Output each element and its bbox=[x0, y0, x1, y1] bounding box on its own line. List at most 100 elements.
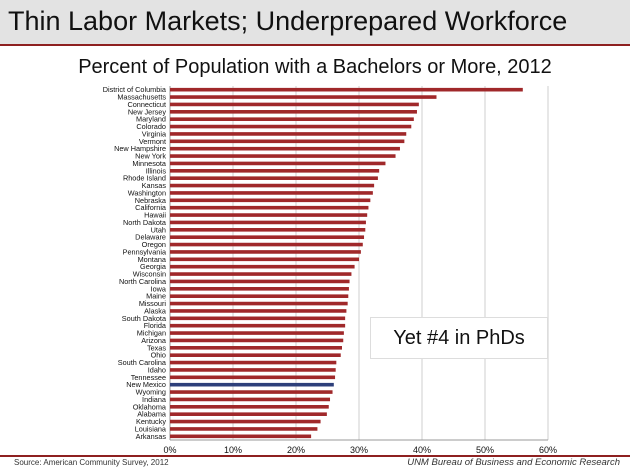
bar bbox=[170, 323, 346, 328]
bar bbox=[170, 228, 366, 232]
category-label: Washington bbox=[128, 188, 166, 197]
bar bbox=[170, 169, 380, 173]
bar bbox=[170, 132, 407, 136]
category-label: Nebraska bbox=[135, 196, 167, 205]
category-label: Tennessee bbox=[131, 373, 166, 382]
title-rule bbox=[0, 44, 630, 46]
category-label: Colorado bbox=[136, 122, 166, 131]
source-note: Source: American Community Survey, 2012 bbox=[14, 458, 169, 467]
x-tick-label: 30% bbox=[350, 445, 368, 455]
bar bbox=[170, 397, 331, 402]
bar bbox=[170, 154, 396, 158]
category-label: Texas bbox=[147, 343, 166, 352]
category-label: California bbox=[135, 203, 167, 212]
x-tick-label: 0% bbox=[163, 445, 176, 455]
title-bar: Thin Labor Markets; Underprepared Workfo… bbox=[0, 0, 630, 44]
bar bbox=[170, 309, 347, 313]
category-label: Indiana bbox=[142, 395, 167, 404]
bar bbox=[170, 294, 349, 298]
bar bbox=[170, 117, 414, 121]
bar bbox=[170, 346, 342, 350]
bar bbox=[170, 338, 344, 343]
x-tick-label: 50% bbox=[476, 445, 494, 455]
slide-title: Thin Labor Markets; Underprepared Workfo… bbox=[8, 6, 568, 36]
category-label: Delaware bbox=[135, 233, 166, 242]
category-label: Vermont bbox=[139, 137, 166, 146]
bar bbox=[170, 434, 312, 439]
category-label: Illinois bbox=[146, 166, 167, 175]
bar bbox=[170, 110, 417, 114]
category-label: Hawaii bbox=[144, 211, 166, 220]
category-label: New Jersey bbox=[128, 107, 166, 116]
bar bbox=[170, 419, 321, 424]
bar bbox=[170, 161, 386, 166]
category-label: Rhode Island bbox=[123, 174, 166, 183]
category-label: Alaska bbox=[144, 306, 167, 315]
bar bbox=[170, 242, 363, 247]
bar bbox=[170, 146, 400, 151]
category-label: Arizona bbox=[141, 336, 167, 345]
bar bbox=[170, 139, 405, 144]
category-label: Utah bbox=[151, 225, 166, 234]
x-tick-label: 20% bbox=[287, 445, 305, 455]
bar bbox=[170, 360, 337, 365]
category-label: Arkansas bbox=[136, 432, 167, 441]
bar bbox=[170, 427, 318, 431]
category-labels: District of ColumbiaMassachusettsConnect… bbox=[103, 85, 167, 441]
bar bbox=[170, 353, 341, 357]
bar bbox=[170, 95, 437, 99]
x-tick-labels: 0% 10% 20% 30% 40% 50% 60% bbox=[163, 445, 557, 455]
category-label: Maine bbox=[146, 292, 166, 301]
category-label: Georgia bbox=[140, 262, 167, 271]
bar bbox=[170, 390, 333, 394]
bar bbox=[170, 264, 355, 269]
chart-bars bbox=[170, 87, 523, 439]
category-label: South Carolina bbox=[118, 358, 167, 367]
category-label: Pennsylvania bbox=[123, 247, 167, 256]
category-label: South Dakota bbox=[122, 314, 167, 323]
category-label: Oklahoma bbox=[133, 402, 167, 411]
category-label: Montana bbox=[138, 255, 167, 264]
category-label: Oregon bbox=[142, 240, 166, 249]
category-label: North Carolina bbox=[119, 277, 167, 286]
category-label: Louisiana bbox=[135, 424, 167, 433]
category-label: Massachusetts bbox=[117, 93, 166, 102]
category-label: Wyoming bbox=[136, 388, 166, 397]
bar bbox=[170, 412, 327, 416]
x-tick-label: 60% bbox=[539, 445, 557, 455]
bar bbox=[170, 198, 371, 203]
category-label: District of Columbia bbox=[103, 85, 167, 94]
bar bbox=[170, 301, 348, 306]
category-label: Connecticut bbox=[127, 100, 166, 109]
x-tick-label: 40% bbox=[413, 445, 431, 455]
bar bbox=[170, 331, 344, 335]
category-label: Alabama bbox=[137, 410, 167, 419]
category-label: Michigan bbox=[137, 329, 166, 338]
footer-rule bbox=[0, 455, 630, 457]
bar bbox=[170, 272, 352, 276]
x-tick-label: 10% bbox=[224, 445, 242, 455]
category-label: Kansas bbox=[142, 181, 167, 190]
bar bbox=[170, 316, 346, 321]
bar bbox=[170, 405, 329, 409]
bar bbox=[170, 191, 373, 195]
bar bbox=[170, 368, 336, 372]
category-label: Iowa bbox=[151, 284, 167, 293]
annotation-callout: Yet #4 in PhDs bbox=[370, 317, 548, 359]
chart-title: Percent of Population with a Bachelors o… bbox=[78, 56, 552, 78]
category-label: Ohio bbox=[151, 351, 166, 360]
bar bbox=[170, 124, 412, 129]
bar bbox=[170, 87, 523, 92]
category-label: Florida bbox=[144, 321, 167, 330]
category-label: New Mexico bbox=[126, 380, 166, 389]
bar bbox=[170, 176, 378, 180]
bar bbox=[170, 205, 369, 210]
category-label: Minnesota bbox=[132, 159, 167, 168]
chart-grid bbox=[169, 86, 549, 441]
category-label: North Dakota bbox=[123, 218, 167, 227]
category-label: Maryland bbox=[136, 115, 166, 124]
category-label: Virginia bbox=[142, 129, 167, 138]
category-label: Wisconsin bbox=[133, 270, 166, 279]
